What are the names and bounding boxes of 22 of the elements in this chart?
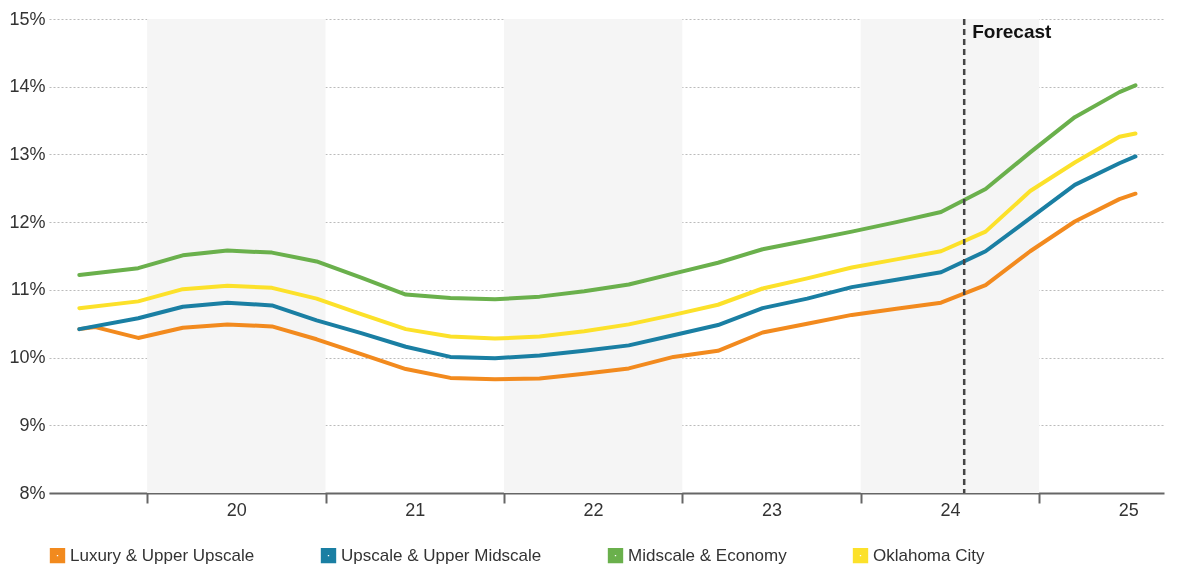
- y-tick-label: 8%: [19, 482, 46, 503]
- ref-line-label: Forecast: [972, 21, 1053, 42]
- y-tick-label: 11%: [10, 279, 46, 300]
- line-series: [77, 131, 1138, 341]
- legend-label: Midscale & Economy: [628, 545, 788, 565]
- x-tick-label: 21: [405, 499, 426, 520]
- x-tick-label: 23: [762, 499, 783, 520]
- y-tick-label: 15%: [9, 8, 46, 29]
- legend-label: Luxury & Upper Upscale: [70, 545, 255, 565]
- y-tick-label: 10%: [9, 347, 46, 368]
- x-tick-label: 25: [1118, 499, 1139, 520]
- line-series: [77, 83, 1138, 302]
- x-tick-label: 22: [583, 499, 604, 520]
- y-tick-label: 13%: [9, 143, 46, 164]
- line-series: [77, 154, 1138, 361]
- x-tick-label: 20: [226, 499, 247, 520]
- legend-label: Upscale & Upper Midscale: [341, 545, 542, 565]
- y-tick-label: 12%: [9, 211, 46, 232]
- x-tick-label: 24: [940, 499, 961, 520]
- y-tick-label: 14%: [9, 76, 46, 97]
- y-tick-label: 9%: [19, 414, 46, 435]
- legend-label: Oklahoma City: [873, 545, 985, 565]
